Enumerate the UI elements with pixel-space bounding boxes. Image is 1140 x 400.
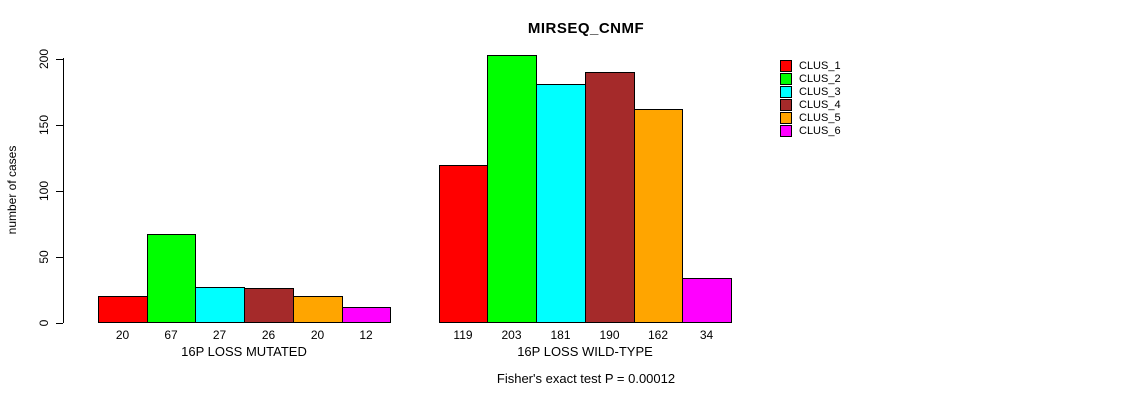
legend-color-swatch <box>780 59 792 72</box>
legend-label: CLUS_5 <box>799 111 841 124</box>
legend-color-swatch <box>780 124 792 137</box>
legend-item: CLUS_6 <box>780 124 841 137</box>
legend-item: CLUS_4 <box>780 98 841 111</box>
legend-label: CLUS_2 <box>799 72 841 85</box>
y-tick-label: 50 <box>37 250 51 264</box>
y-axis-label: number of cases <box>5 145 19 235</box>
category-label: 16P LOSS MUTATED <box>181 344 307 359</box>
y-tick-label: 0 <box>37 319 51 327</box>
legend-color-swatch <box>780 111 792 124</box>
legend-label: CLUS_3 <box>799 85 841 98</box>
bar-value-label: 67 <box>164 328 178 342</box>
bar <box>682 278 732 323</box>
legend-item: CLUS_1 <box>780 59 841 72</box>
legend-item: CLUS_3 <box>780 85 841 98</box>
y-tick-label: 150 <box>37 114 51 136</box>
bar-value-label: 20 <box>310 328 325 342</box>
legend-label: CLUS_6 <box>799 124 841 137</box>
bar <box>634 109 683 323</box>
bar <box>439 165 488 323</box>
y-tick-mark <box>56 191 63 192</box>
bar-value-label: 203 <box>501 328 522 342</box>
y-tick-mark <box>56 257 63 258</box>
bar-value-label: 181 <box>550 328 571 342</box>
footer-annotation: Fisher's exact test P = 0.00012 <box>496 371 676 386</box>
bar-value-label: 34 <box>699 328 714 342</box>
y-tick-label: 100 <box>37 180 51 202</box>
bar <box>487 55 537 323</box>
bar-value-label: 162 <box>647 328 669 342</box>
legend-color-swatch <box>780 85 792 98</box>
bar-value-label: 119 <box>453 328 473 342</box>
legend: CLUS_1 CLUS_2 CLUS_3 CLUS_4 CLUS_5 CLUS_6 <box>780 59 841 137</box>
y-axis-line <box>63 58 64 323</box>
y-tick-mark <box>56 125 63 126</box>
bar <box>147 234 196 323</box>
legend-item: CLUS_5 <box>780 111 841 124</box>
legend-color-swatch <box>780 98 792 111</box>
bar-value-label: 20 <box>115 328 130 342</box>
bar <box>536 84 586 323</box>
bar <box>195 287 245 323</box>
bar <box>244 288 294 323</box>
legend-color-swatch <box>780 72 792 85</box>
bar-value-label: 12 <box>359 328 373 342</box>
y-tick-mark <box>56 323 63 324</box>
bar-value-label: 190 <box>599 328 620 342</box>
y-tick-mark <box>56 59 63 60</box>
bar <box>585 72 635 323</box>
bar <box>293 296 343 323</box>
bar-value-label: 26 <box>261 328 276 342</box>
bar-value-label: 27 <box>212 328 227 342</box>
bar <box>98 296 148 323</box>
category-label: 16P LOSS WILD-TYPE <box>517 344 653 359</box>
y-tick-label: 200 <box>37 48 51 70</box>
chart-title: MIRSEQ_CNMF <box>527 20 645 37</box>
legend-item: CLUS_2 <box>780 72 841 85</box>
bar <box>342 307 391 323</box>
legend-label: CLUS_1 <box>799 59 841 72</box>
legend-label: CLUS_4 <box>799 98 841 111</box>
